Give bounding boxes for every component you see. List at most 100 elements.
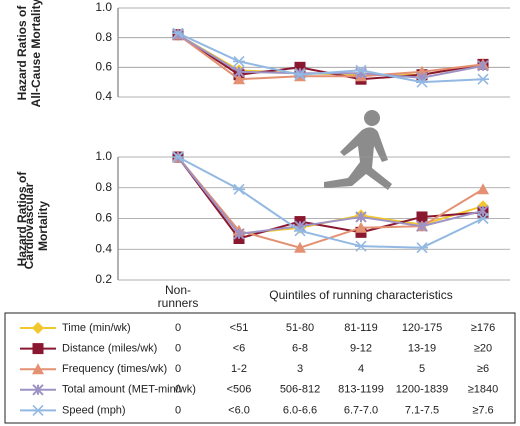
table-cell: 813-1199 — [338, 384, 384, 396]
y-tick-label: 0.4 — [95, 241, 112, 255]
table-cell: <51 — [230, 322, 249, 334]
table-cell: <6.0 — [228, 404, 250, 416]
x-axis-label: Quintiles of running characteristics — [269, 288, 452, 302]
table-cell: 0 — [175, 363, 181, 375]
table-cell: 3 — [297, 363, 303, 375]
marker — [477, 73, 489, 85]
marker — [355, 221, 367, 233]
table-cell: 1-2 — [231, 363, 247, 375]
table-cell: 0 — [175, 384, 181, 396]
line — [177, 32, 484, 84]
legend-label: Speed (mph) — [62, 404, 126, 416]
table-cell: ≥1840 — [468, 384, 499, 396]
table-cell: 0 — [175, 404, 181, 416]
y-tick-label: 0.4 — [95, 89, 112, 103]
legend-row: Frequency (times/wk) 0 1-2 3 4 5 ≥6 — [20, 363, 489, 375]
y-tick-label: 0.6 — [95, 211, 112, 225]
legend-label: Total amount (MET-min/wk) — [62, 384, 196, 396]
table-cell: 7.1-7.5 — [405, 404, 439, 416]
marker — [233, 183, 245, 195]
x-tick-label: Non-runners — [157, 283, 199, 310]
line — [177, 33, 484, 81]
marker — [477, 60, 489, 72]
table-cell: 506-812 — [280, 384, 320, 396]
marker — [32, 384, 44, 396]
legend-row: Time (min/wk) 0 <51 51-80 81-119 120-175 ≥176 — [20, 322, 495, 334]
legend-label: Distance (miles/wk) — [62, 343, 157, 355]
marker — [172, 27, 184, 39]
marker — [416, 76, 428, 88]
table-cell: 0 — [175, 343, 181, 355]
line — [177, 156, 484, 249]
marker — [355, 64, 367, 76]
marker — [172, 28, 184, 41]
line — [177, 156, 484, 240]
marker — [233, 66, 245, 78]
marker — [416, 220, 428, 232]
y-axis-label: Hazard Ratios of — [15, 5, 29, 100]
line — [177, 156, 484, 249]
table-cell: 9-12 — [350, 343, 372, 355]
marker — [294, 241, 306, 253]
table-cell: 5 — [419, 363, 425, 375]
series — [172, 27, 489, 88]
series — [172, 151, 489, 240]
marker — [416, 211, 428, 223]
marker — [172, 151, 184, 163]
table-cell: 13-19 — [408, 343, 436, 355]
line — [177, 156, 484, 235]
y-tick-label: 0.8 — [95, 180, 112, 194]
table-cell: 120-175 — [402, 322, 442, 334]
marker — [32, 343, 44, 355]
legend-table-border — [4, 312, 516, 424]
table-cell: 1200-1839 — [396, 384, 449, 396]
table-cell: 0 — [175, 322, 181, 334]
legend-row: Speed (mph) 0 <6.0 6.0-6.6 6.7-7.0 7.1-7.5 ≥7.… — [20, 404, 494, 416]
legend-row: Total amount (MET-min/wk)0 <506 506-812 813… — [20, 384, 498, 396]
marker — [355, 240, 367, 252]
marker — [294, 69, 306, 81]
marker — [294, 61, 306, 73]
marker — [477, 212, 489, 225]
marker — [233, 73, 245, 85]
table-cell: <506 — [227, 384, 252, 396]
legend-row: Distance (miles/wk) 0 <6 6-8 9-12 13-19 ≥20 — [20, 343, 492, 355]
y-tick-label: 0.2 — [95, 272, 112, 286]
y-tick-label: 0.6 — [95, 60, 112, 74]
table-cell: ≥20 — [474, 343, 492, 355]
marker — [32, 363, 44, 375]
series — [172, 151, 489, 254]
y-tick-label: 1.0 — [95, 149, 112, 163]
legend-label: Time (min/wk) — [62, 322, 131, 334]
table-cell: ≥6 — [477, 363, 489, 375]
y-axis-label: All-Cause Mortality — [29, 0, 43, 107]
table-cell: <6 — [233, 343, 246, 355]
marker — [32, 404, 44, 416]
table-cell: 6-8 — [292, 343, 308, 355]
marker — [233, 55, 245, 67]
marker — [416, 242, 428, 254]
table-cell: 6.0-6.6 — [283, 404, 317, 416]
y-tick-label: 0.8 — [95, 30, 112, 44]
legend-table: Time (min/wk) 0 <51 51-80 81-119 120-175 ≥176 D… — [20, 322, 498, 416]
marker — [355, 211, 367, 223]
series — [172, 28, 489, 85]
marker — [477, 183, 489, 195]
table-cell: ≥176 — [471, 322, 495, 334]
y-tick-label: 1.0 — [95, 0, 112, 14]
series — [172, 151, 489, 244]
y-axis-label: Cardiovascular Mortality — [22, 182, 50, 269]
marker — [294, 225, 306, 237]
table-cell: 4 — [358, 363, 364, 375]
table-cell: 6.7-7.0 — [344, 404, 378, 416]
marker — [32, 322, 44, 334]
marker — [233, 228, 245, 240]
runner-icon — [324, 110, 392, 190]
marker — [294, 67, 306, 79]
table-cell: ≥7.6 — [472, 404, 493, 416]
table-cell: 81-119 — [344, 322, 377, 334]
table-cell: 51-80 — [286, 322, 314, 334]
legend-label: Frequency (times/wk) — [62, 363, 167, 375]
